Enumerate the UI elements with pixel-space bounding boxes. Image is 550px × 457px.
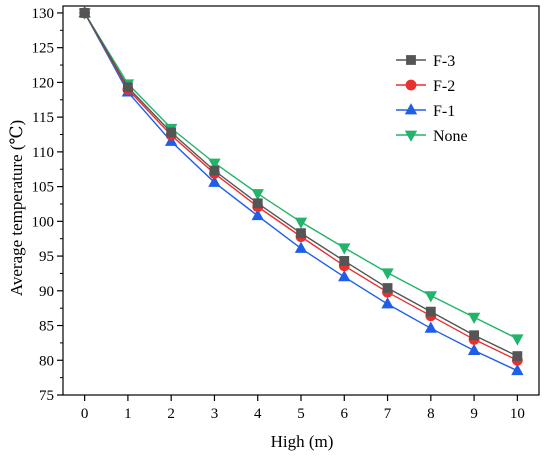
data-point [381,297,394,309]
y-tick-label: 90 [39,284,54,300]
data-point [424,321,437,333]
x-tick-label: 0 [81,406,89,422]
series-none [78,8,524,346]
data-point [425,306,436,317]
y-tick-label: 125 [32,41,55,57]
data-point [209,165,220,176]
y-tick-label: 75 [39,388,54,404]
x-tick-label: 1 [124,406,132,422]
data-point [79,8,90,18]
series-f-3 [79,8,523,362]
y-tick-label: 110 [32,145,54,161]
x-axis-ticks: 0 1 2 3 4 5 6 7 8 9 10 [81,395,525,422]
x-tick-label: 7 [384,406,392,422]
legend-marker [406,55,416,65]
y-tick-label: 100 [32,214,55,230]
data-point [294,241,308,253]
y-tick-label: 95 [39,249,54,265]
data-point [339,256,350,266]
data-point [123,82,133,93]
y-tick-label: 85 [39,319,54,335]
y-tick-label: 105 [32,180,55,196]
legend-item: F-2 [396,78,455,95]
data-point [338,243,351,255]
data-point [469,330,479,341]
y-tick-label: 120 [32,75,55,91]
legend-label: None [433,128,468,145]
data-point [511,334,524,346]
series-f-1 [78,6,524,376]
x-tick-label: 9 [470,406,478,422]
data-point [208,158,221,170]
data-point [467,343,481,355]
legend-item: None [396,128,468,145]
data-point [251,208,264,221]
x-axis-label: High (m) [271,432,334,451]
series-f-2 [79,7,523,366]
x-tick-label: 4 [254,406,262,422]
x-tick-label: 2 [167,406,175,422]
legend-marker [404,103,418,115]
x-tick-label: 5 [297,406,305,422]
series-group [78,6,524,376]
legend: F-3 F-2 F-1 None [396,53,468,145]
y-tick-label: 80 [39,353,54,369]
data-point [467,312,481,325]
data-point [166,127,177,138]
x-tick-label: 3 [211,406,219,422]
legend-item: F-1 [396,103,455,120]
data-point [208,175,221,187]
data-point [296,228,306,239]
y-axis-ticks: 75 80 85 90 95 100 105 110 115 120 125 130 [32,6,63,404]
data-point [381,268,394,280]
data-point [511,363,524,376]
y-axis-label: Average temperature (℃) [7,120,26,296]
legend-marker [404,130,418,142]
plot-area [62,5,540,396]
x-tick-label: 6 [341,406,349,422]
legend-marker [405,79,417,91]
legend-label: F-2 [433,78,455,95]
x-tick-label: 8 [427,406,435,422]
data-point [338,270,351,282]
x-tick-label: 10 [510,406,525,422]
data-point [512,351,523,362]
legend-label: F-1 [433,103,455,120]
y-tick-label: 130 [32,6,55,22]
data-point [252,198,263,209]
data-point [251,189,264,201]
data-point [294,217,308,229]
y-tick-label: 115 [32,110,54,126]
legend-label: F-3 [433,53,455,70]
data-point [424,291,437,303]
legend-item: F-3 [396,53,455,70]
data-point [382,283,393,293]
